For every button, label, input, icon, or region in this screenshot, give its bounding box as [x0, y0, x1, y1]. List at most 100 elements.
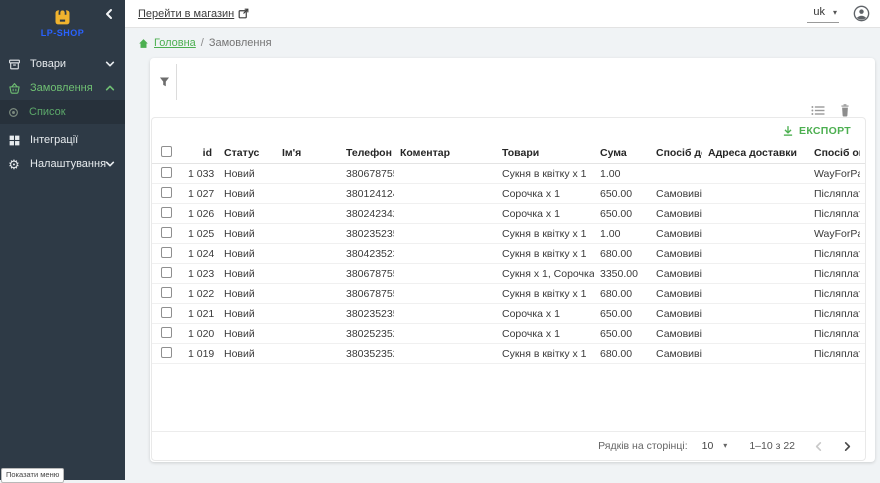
go-to-store-link[interactable]: Перейти в магазин	[138, 8, 249, 20]
cell-phone: 380242342342	[340, 204, 394, 224]
sidebar-item-integrations[interactable]: Інтеграції	[0, 128, 125, 152]
cell-sum: 1.00	[594, 164, 650, 184]
cell-address	[702, 284, 808, 304]
row-checkbox-cell	[152, 264, 182, 284]
cell-sum: 1.00	[594, 224, 650, 244]
previous-page-button[interactable]	[813, 441, 824, 452]
order-row-1022[interactable]: 1 022Новий380678755765Сукня в квітку x 1…	[152, 284, 865, 304]
basket-icon	[6, 82, 22, 95]
column-header-10[interactable]: Спосіб оп...	[808, 143, 860, 164]
cell-products: Сукня в квітку x 1	[496, 344, 594, 364]
cell-sum: 650.00	[594, 304, 650, 324]
breadcrumb-home-link[interactable]: Головна	[154, 37, 196, 49]
cell-address	[702, 204, 808, 224]
sidebar-item-orders[interactable]: Замовлення	[0, 76, 125, 100]
bulk-actions	[811, 104, 851, 117]
row-checkbox[interactable]	[161, 227, 172, 238]
order-row-1025[interactable]: 1 025Новий380235235235Сукня в квітку x 1…	[152, 224, 865, 244]
column-header-9[interactable]: Адреса доставки	[702, 143, 808, 164]
cell-products: Сукня в квітку x 1	[496, 284, 594, 304]
cell-status: Новий	[218, 184, 276, 204]
row-checkbox-cell	[152, 304, 182, 324]
sidebar-item-products[interactable]: Товари	[0, 52, 125, 76]
cell-products: Сорочка x 1	[496, 204, 594, 224]
cell-address	[702, 344, 808, 364]
cell-phone: 380235235235	[340, 224, 394, 244]
column-header-6[interactable]: Товари	[496, 143, 594, 164]
rows-per-page-value: 10	[702, 440, 714, 452]
sidebar-item-settings[interactable]: ⚙ Налаштування	[0, 152, 125, 176]
cell-address	[702, 304, 808, 324]
cell-delivery: Самовивіз	[650, 284, 702, 304]
order-row-1020[interactable]: 1 020Новий380252352352Сорочка x 1650.00С…	[152, 324, 865, 344]
rows-per-page-select[interactable]: 10 ▾	[702, 440, 728, 452]
column-header-5[interactable]: Коментар	[394, 143, 496, 164]
row-checkbox[interactable]	[161, 207, 172, 218]
cell-comment	[394, 304, 496, 324]
row-checkbox[interactable]	[161, 327, 172, 338]
cell-id: 1 025	[182, 224, 218, 244]
view-list-icon[interactable]	[811, 105, 825, 116]
column-header-2[interactable]: Статус	[218, 143, 276, 164]
row-checkbox[interactable]	[161, 267, 172, 278]
export-button[interactable]: ЕКСПОРТ	[776, 122, 857, 140]
order-row-1033[interactable]: 1 033Новий380678755765Сукня в квітку x 1…	[152, 164, 865, 184]
row-checkbox[interactable]	[161, 247, 172, 258]
cell-name	[276, 284, 340, 304]
order-row-1023[interactable]: 1 023Новий380678755722Сукня x 1, Сорочка…	[152, 264, 865, 284]
select-all-checkbox[interactable]	[161, 146, 172, 157]
cell-phone: 380678755722	[340, 264, 394, 284]
row-checkbox[interactable]	[161, 167, 172, 178]
row-checkbox-cell	[152, 184, 182, 204]
cell-delivery: Самовивіз	[650, 184, 702, 204]
row-checkbox[interactable]	[161, 287, 172, 298]
logo-text: LP-SHOP	[0, 28, 125, 38]
column-header-8[interactable]: Спосіб до...	[650, 143, 702, 164]
cell-comment	[394, 284, 496, 304]
cell-delivery: Самовивіз	[650, 264, 702, 284]
account-button[interactable]	[853, 5, 870, 22]
cell-id: 1 019	[182, 344, 218, 364]
cell-payment: Післяплата	[808, 264, 860, 284]
collapse-sidebar-button[interactable]	[103, 8, 115, 24]
locale-select[interactable]: uk ▾	[807, 4, 839, 23]
checkbox-header-cell	[152, 143, 182, 164]
row-checkbox[interactable]	[161, 187, 172, 198]
order-row-1024[interactable]: 1 024Новий380423523523Сукня в квітку x 1…	[152, 244, 865, 264]
column-header-11[interactable]: С	[860, 143, 865, 164]
cell-sum: 650.00	[594, 324, 650, 344]
cell-phone: 380678755765	[340, 164, 394, 184]
column-header-1[interactable]: id	[182, 143, 218, 164]
order-row-1021[interactable]: 1 021Новий380235235235Сорочка x 1650.00С…	[152, 304, 865, 324]
column-header-4[interactable]: Телефон	[340, 143, 394, 164]
chevron-right-icon	[842, 441, 853, 452]
next-page-button[interactable]	[842, 441, 853, 452]
cell-name	[276, 204, 340, 224]
order-row-1019[interactable]: 1 019Новий380352352353Сукня в квітку x 1…	[152, 344, 865, 364]
cell-pay_status	[860, 204, 865, 224]
cell-id: 1 033	[182, 164, 218, 184]
filter-funnel-icon[interactable]	[158, 75, 171, 94]
trash-icon[interactable]	[839, 104, 851, 117]
order-row-1026[interactable]: 1 026Новий380242342342Сорочка x 1650.00С…	[152, 204, 865, 224]
order-row-1027[interactable]: 1 027Новий380124124124Сорочка x 1650.00С…	[152, 184, 865, 204]
column-header-7[interactable]: Сума	[594, 143, 650, 164]
column-header-3[interactable]: Ім'я	[276, 143, 340, 164]
cell-phone: 380235235235	[340, 304, 394, 324]
row-checkbox[interactable]	[161, 347, 172, 358]
row-checkbox[interactable]	[161, 307, 172, 318]
logo-block: LP-SHOP	[0, 0, 125, 48]
sidebar-item-orders-list[interactable]: Список	[0, 100, 125, 124]
cell-comment	[394, 224, 496, 244]
chevron-down-icon	[105, 159, 115, 169]
pagination-range: 1–10 з 22	[749, 440, 795, 452]
download-icon	[782, 125, 794, 137]
topbar-right: uk ▾	[807, 4, 870, 23]
cell-name	[276, 304, 340, 324]
sidebar-item-label: Налаштування	[30, 158, 106, 170]
cell-products: Сорочка x 1	[496, 324, 594, 344]
cell-comment	[394, 164, 496, 184]
row-checkbox-cell	[152, 344, 182, 364]
